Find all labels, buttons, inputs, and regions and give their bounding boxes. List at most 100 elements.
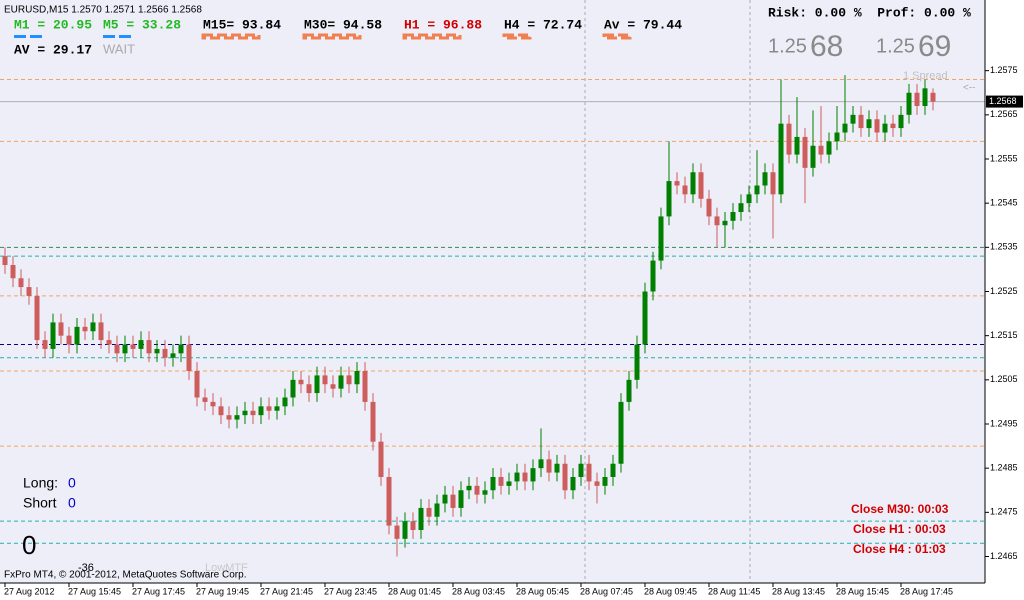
close-timer: Close M30: 00:03 — [851, 502, 949, 516]
x-tick-label: 28 Aug 03:45 — [452, 586, 505, 596]
candle-body — [402, 521, 408, 539]
candle-body — [2, 256, 8, 265]
candle-body — [778, 123, 784, 195]
candle-body — [802, 136, 808, 168]
candle-body — [602, 477, 608, 486]
candle-body — [74, 326, 80, 345]
y-tick-label: 1.2465 — [990, 551, 1018, 561]
candle-body — [258, 406, 264, 416]
candle-body — [130, 344, 136, 349]
candle-body — [418, 507, 424, 530]
signal: WAIT — [103, 41, 135, 56]
risk: Risk: 0.00 % Prof: 0.00 % — [768, 5, 971, 20]
candle-body — [626, 379, 632, 402]
x-tick-label: 27 Aug 17:45 — [132, 586, 185, 596]
candle-body — [922, 88, 928, 106]
candle-body — [170, 353, 176, 358]
bar-dash — [119, 35, 131, 38]
short-label: Short — [23, 495, 57, 511]
candle-body — [18, 278, 24, 288]
candle-body — [762, 172, 768, 186]
x-tick-label: 28 Aug 11:45 — [708, 586, 760, 596]
counter: 0 — [22, 530, 36, 560]
x-tick-label: 28 Aug 17:45 — [900, 586, 953, 596]
candle-body — [290, 379, 296, 398]
x-tick-label: 27 Aug 19:45 — [196, 586, 249, 596]
candle-body — [98, 322, 104, 341]
candle-body — [658, 216, 664, 261]
candle-body — [722, 220, 728, 226]
candle-body — [794, 136, 800, 155]
offset: -36 — [78, 562, 94, 574]
candle-body — [202, 397, 208, 402]
candle-body — [818, 145, 824, 155]
candle-body — [498, 477, 504, 486]
indicator: M15= 93.84 — [203, 17, 281, 32]
indicator: M1 = 20.95 — [14, 17, 92, 32]
candle-body — [850, 114, 856, 124]
candle-body — [650, 260, 656, 292]
bar-dash — [30, 35, 42, 38]
candle-body — [714, 216, 720, 226]
candle-body — [522, 472, 528, 482]
x-tick-label: 28 Aug 13:45 — [772, 586, 825, 596]
candle-body — [810, 145, 816, 168]
candle-body — [610, 463, 616, 477]
candle-body — [234, 415, 240, 420]
x-tick-label: 28 Aug 07:45 — [580, 586, 633, 596]
candle-body — [154, 348, 160, 354]
candle-body — [274, 406, 280, 411]
candle-body — [474, 485, 480, 495]
candle-body — [514, 472, 520, 482]
candle-body — [82, 326, 88, 332]
short-value: 0 — [68, 495, 76, 511]
bar-dash — [14, 35, 26, 38]
candle-body — [826, 141, 832, 155]
price-label: 1.2568 — [989, 96, 1017, 106]
x-tick-label: 27 Aug 21:45 — [260, 586, 313, 596]
candle-body — [194, 371, 200, 398]
candle-body — [42, 340, 48, 349]
x-tick-label: 28 Aug 09:45 — [644, 586, 697, 596]
candle-body — [746, 194, 752, 204]
candle-body — [770, 172, 776, 195]
y-tick-label: 1.2555 — [990, 153, 1018, 163]
x-tick-label: 27 Aug 23:45 — [324, 586, 377, 596]
candle-body — [58, 322, 64, 336]
candle-body — [138, 340, 144, 349]
candles — [2, 75, 936, 557]
candle-body — [346, 375, 352, 385]
candle-body — [426, 507, 432, 517]
y-tick-label: 1.2565 — [990, 109, 1018, 119]
candle-body — [298, 379, 304, 385]
bid-big: 1.25 — [768, 35, 807, 57]
candle-body — [562, 463, 568, 491]
candle-body — [898, 114, 904, 129]
candle-body — [90, 322, 96, 332]
candle-body — [330, 384, 336, 389]
candle-body — [10, 265, 16, 279]
long-value: 0 — [68, 475, 76, 491]
candle-body — [634, 344, 640, 380]
candle-body — [482, 490, 488, 495]
indicator: Av = 79.44 — [604, 17, 682, 32]
y-tick-label: 1.2575 — [990, 65, 1018, 75]
close-timer: Close H4 : 01:03 — [853, 542, 946, 556]
candle-body — [834, 132, 840, 142]
indicator: H4 = 72.74 — [504, 17, 582, 32]
candle-body — [690, 172, 696, 195]
candle-body — [106, 340, 112, 345]
candle-body — [506, 481, 512, 486]
candle-body — [266, 406, 272, 411]
candle-body — [442, 494, 448, 504]
y-tick-label: 1.2475 — [990, 507, 1018, 517]
close-timer: Close H1 : 00:03 — [853, 522, 946, 536]
candle-body — [362, 371, 368, 402]
candle-body — [226, 415, 232, 420]
candle-body — [554, 463, 560, 473]
candle-body — [186, 344, 192, 371]
lowmtf: LowMTF — [205, 562, 248, 574]
candle-body — [322, 375, 328, 385]
candle-body — [434, 503, 440, 517]
candle-body — [370, 401, 376, 442]
